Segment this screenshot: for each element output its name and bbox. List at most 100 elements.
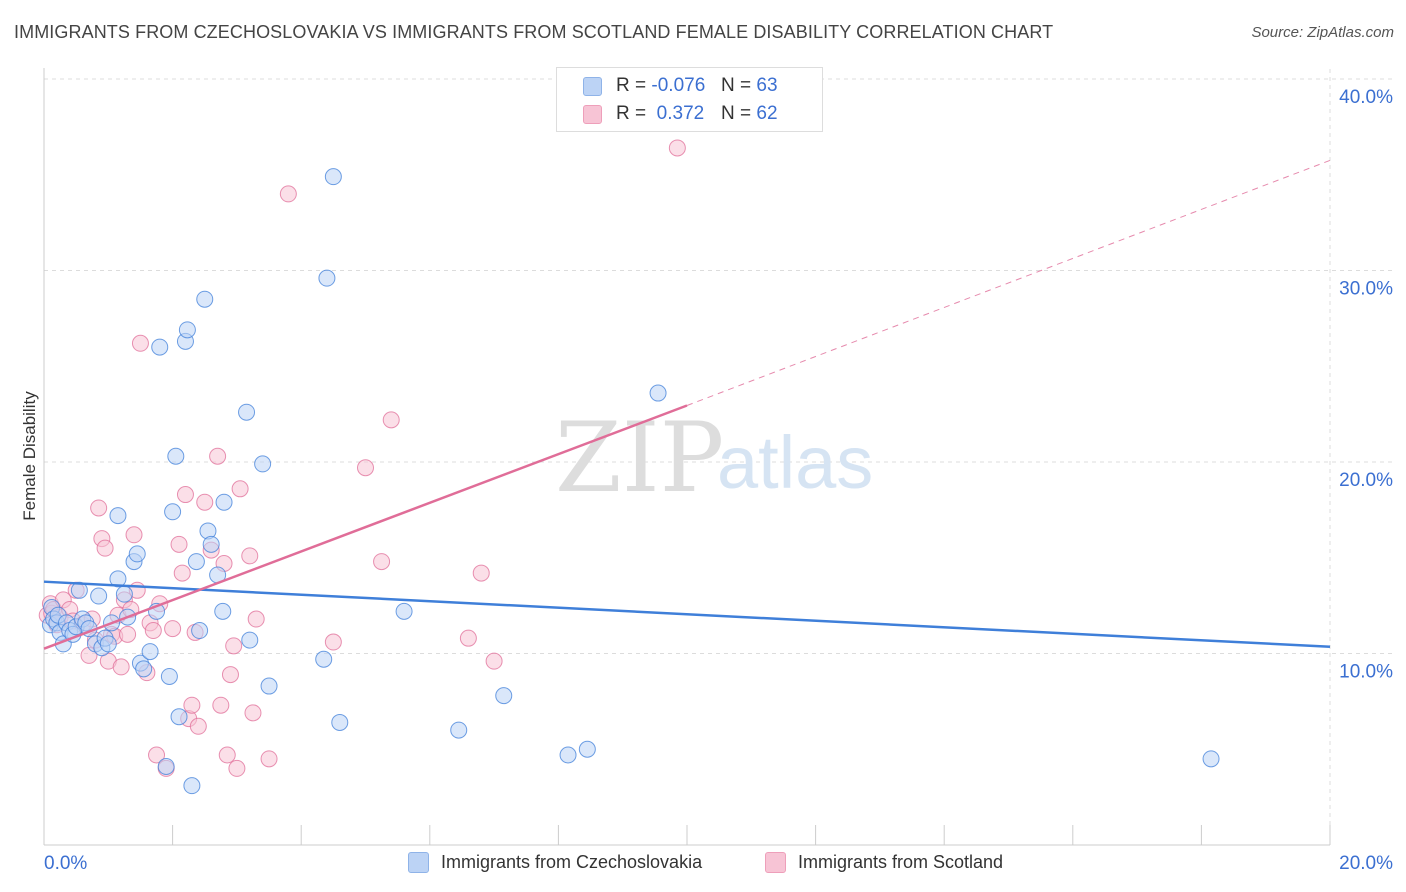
point-czechoslovakia: [157, 757, 175, 775]
point-czechoslovakia: [187, 553, 205, 571]
legend-item-czechoslovakia: Immigrants from Czechoslovakia: [408, 852, 702, 873]
trendline-scotland-extension: [686, 159, 1331, 406]
legend-r: R = -0.076: [616, 75, 721, 97]
point-czechoslovakia: [254, 455, 272, 473]
point-czechoslovakia: [167, 447, 185, 465]
trendline-scotland: [43, 404, 688, 650]
point-czechoslovakia: [164, 503, 182, 521]
n-label: N =: [721, 75, 752, 96]
point-czechoslovakia: [395, 602, 413, 620]
point-czechoslovakia: [495, 687, 513, 705]
point-scotland: [373, 553, 391, 571]
point-czechoslovakia: [331, 713, 349, 731]
point-scotland: [218, 746, 236, 764]
point-czechoslovakia: [191, 622, 209, 640]
chart-title: IMMIGRANTS FROM CZECHOSLOVAKIA VS IMMIGR…: [14, 22, 1054, 42]
point-czechoslovakia: [170, 708, 188, 726]
legend-swatch-pink: [765, 852, 786, 873]
point-czechoslovakia: [241, 631, 259, 649]
point-scotland: [357, 459, 374, 477]
x-tick-label: 0.0%: [44, 853, 87, 874]
point-scotland: [228, 759, 246, 777]
point-scotland: [173, 564, 191, 582]
legend-swatch-blue: [583, 76, 602, 96]
point-scotland: [231, 480, 249, 498]
point-scotland: [668, 139, 686, 157]
trendlines: [43, 159, 1331, 650]
point-scotland: [241, 547, 259, 565]
point-czechoslovakia: [196, 290, 214, 308]
legend-n: N = 62: [721, 103, 778, 125]
legend-item-scotland: Immigrants from Scotland: [765, 852, 1003, 873]
point-scotland: [119, 625, 137, 643]
legend-swatch-blue: [408, 852, 429, 873]
point-scotland: [209, 447, 227, 465]
point-czechoslovakia: [215, 493, 233, 511]
y-tick-label: 20.0%: [1339, 470, 1393, 491]
watermark-zip: ZIP: [555, 402, 724, 514]
point-scotland: [279, 185, 297, 203]
point-czechoslovakia: [1202, 750, 1220, 768]
axes: [43, 68, 1331, 846]
point-czechoslovakia: [260, 677, 278, 695]
y-tick-label: 30.0%: [1339, 279, 1393, 300]
point-scotland: [196, 493, 214, 511]
point-scotland: [244, 704, 262, 722]
correlation-legend: R = -0.076 N = 63 R = 0.372 N = 62: [556, 67, 823, 132]
legend-row-scotland: R = 0.372 N = 62: [583, 101, 778, 127]
point-czechoslovakia: [115, 585, 133, 603]
point-scotland: [472, 564, 490, 582]
legend-n: N = 63: [721, 75, 778, 97]
series-legend: Immigrants from Czechoslovakia Immigrant…: [0, 852, 1406, 878]
point-czechoslovakia: [202, 535, 220, 553]
point-czechoslovakia: [315, 650, 333, 668]
point-scotland: [125, 526, 143, 544]
point-scotland: [183, 696, 201, 714]
point-scotland: [148, 746, 166, 764]
point-czechoslovakia: [109, 570, 127, 588]
y-tick-label: 10.0%: [1339, 662, 1393, 683]
n-value: 63: [756, 75, 778, 96]
point-scotland: [131, 334, 149, 352]
trendline-czechoslovakia: [43, 580, 1331, 649]
data-points: [38, 139, 1220, 795]
legend-label: Immigrants from Scotland: [798, 852, 1004, 872]
point-czechoslovakia: [450, 721, 468, 739]
point-czechoslovakia: [324, 168, 342, 186]
point-scotland: [90, 499, 108, 517]
point-scotland: [382, 411, 400, 429]
point-czechoslovakia: [318, 269, 336, 287]
legend-r: R = 0.372: [616, 103, 721, 125]
point-czechoslovakia: [238, 403, 256, 421]
point-czechoslovakia: [160, 667, 178, 685]
point-scotland: [112, 658, 130, 676]
y-tick-label: 40.0%: [1339, 87, 1393, 108]
point-czechoslovakia: [559, 746, 577, 764]
point-scotland: [144, 622, 162, 640]
legend-row-czechoslovakia: R = -0.076 N = 63: [583, 73, 778, 99]
point-czechoslovakia: [178, 321, 196, 339]
point-czechoslovakia: [141, 643, 159, 661]
point-scotland: [221, 666, 239, 684]
point-czechoslovakia: [90, 587, 108, 605]
point-scotland: [212, 696, 230, 714]
point-scotland: [189, 717, 207, 735]
watermark-atlas: atlas: [717, 421, 873, 504]
point-czechoslovakia: [99, 635, 117, 653]
legend-label: Immigrants from Czechoslovakia: [441, 852, 703, 872]
r-value: 0.372: [656, 103, 705, 124]
r-value: -0.076: [651, 75, 706, 96]
x-tick-label: 20.0%: [1339, 853, 1393, 874]
point-scotland: [170, 535, 188, 553]
point-scotland: [164, 620, 182, 638]
n-value: 62: [756, 103, 778, 124]
point-czechoslovakia: [128, 545, 146, 563]
point-scotland: [324, 633, 342, 651]
point-scotland: [459, 629, 477, 647]
point-scotland: [176, 486, 194, 504]
point-czechoslovakia: [135, 660, 153, 678]
r-label: R =: [616, 75, 647, 96]
point-scotland: [247, 610, 265, 628]
point-scotland: [485, 652, 503, 670]
